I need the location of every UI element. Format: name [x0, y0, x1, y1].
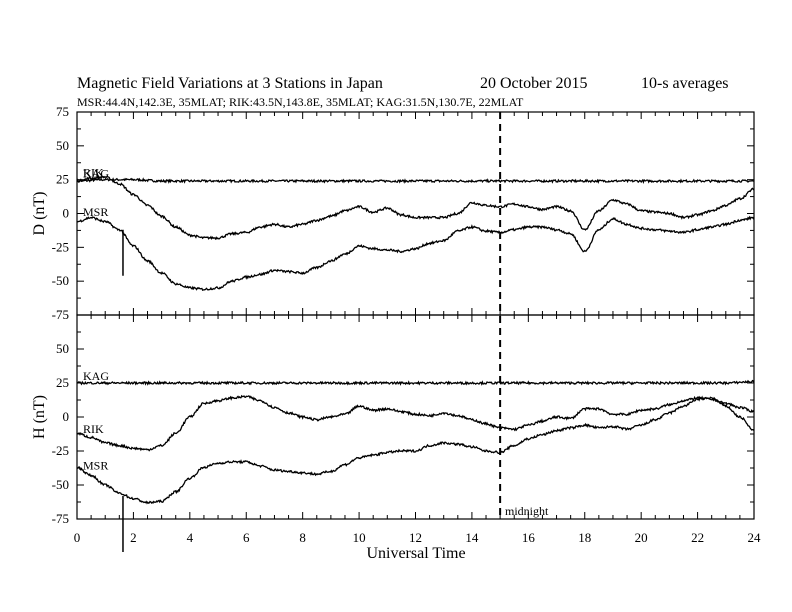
panel-D-series-msr-line — [76, 215, 755, 292]
panel-H-series-rik-line — [76, 394, 755, 452]
panel-D-series-kag-line — [76, 177, 755, 184]
panel-H-frame — [76, 314, 755, 520]
chart-date: 20 October 2015 — [480, 75, 588, 92]
x-tick-label: 10 — [353, 530, 366, 545]
panel-H-series-rik-label: RIK — [83, 422, 104, 436]
x-tick-label: 0 — [74, 530, 81, 545]
panel-D-ytick-label: -75 — [52, 307, 69, 322]
panel-D-series-rik-line — [76, 175, 755, 241]
chart-title: Magnetic Field Variations at 3 Stations … — [77, 75, 383, 92]
x-tick-label: 12 — [409, 530, 422, 545]
panel-H-ytick-label: 0 — [63, 409, 70, 424]
panel-D-series-rik-label: RIK — [83, 165, 104, 179]
panel-D-ytick-label: -25 — [52, 239, 69, 254]
panel-D-series-msr-label: MSR — [83, 205, 108, 219]
panel-H-y-axis-title: H (nT) — [31, 395, 48, 439]
x-tick-label: 22 — [691, 530, 704, 545]
chart-subtitle: MSR:44.4N,142.3E, 35MLAT; RIK:43.5N,143.… — [77, 95, 524, 109]
panel-D-ytick-label: 50 — [56, 138, 69, 153]
panel-D-ytick-label: 75 — [56, 104, 69, 119]
x-tick-label: 2 — [130, 530, 137, 545]
plot-layer: 75 50 25 0 -25 -50 -75 D (nT) KAG RIK MSR 50 25 0 -25 -… — [31, 104, 761, 552]
midnight-label: midnight — [505, 504, 549, 518]
x-tick-label: 14 — [465, 530, 479, 545]
panel-H-series-kag-label: KAG — [83, 369, 109, 383]
panel-D-ytick-label: 0 — [63, 206, 70, 221]
panel-H-ytick-label: -25 — [52, 443, 69, 458]
panel-H-ytick-label: -50 — [52, 477, 69, 492]
panel-H-ytick-label: 25 — [56, 375, 69, 390]
panel-H-ytick-label: -75 — [52, 511, 69, 526]
x-axis-title: Universal Time — [366, 545, 465, 562]
x-tick-label: 24 — [748, 530, 762, 545]
x-tick-label: 20 — [635, 530, 648, 545]
panel-D-ytick-label: -50 — [52, 273, 69, 288]
panel-H-series-msr-label: MSR — [83, 459, 108, 473]
x-tick-label: 4 — [187, 530, 194, 545]
panel-D-y-axis-title: D (nT) — [31, 192, 48, 236]
x-tick-label: 6 — [243, 530, 250, 545]
x-tick-label: 16 — [522, 530, 536, 545]
panel-H-series-msr-line — [76, 396, 755, 505]
x-tick-label: 8 — [299, 530, 306, 545]
panel-D-ytick-label: 25 — [56, 172, 69, 187]
x-tick-label: 18 — [578, 530, 591, 545]
chart-average-note: 10-s averages — [641, 75, 729, 92]
panel-H-series-kag-line — [76, 379, 755, 386]
panel-H-ytick-label: 50 — [56, 341, 69, 356]
